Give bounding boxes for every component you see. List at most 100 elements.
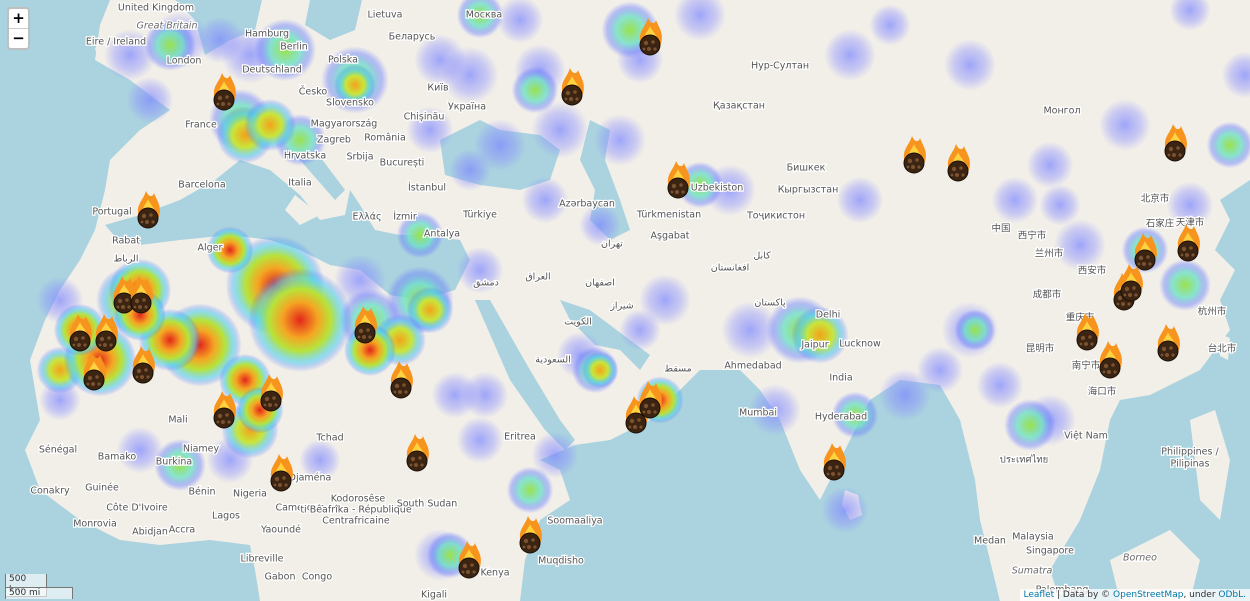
- place-label: 杭州市: [1198, 306, 1227, 318]
- heat-spot: [831, 391, 879, 439]
- place-label: Singapore: [1026, 546, 1074, 557]
- heat-spot: [824, 29, 876, 81]
- rock-spot: [642, 410, 646, 414]
- rock-spot: [1169, 346, 1173, 350]
- meteorite-marker[interactable]: [406, 434, 429, 472]
- rock-spot: [1124, 286, 1130, 292]
- meteorite-marker[interactable]: [213, 391, 236, 429]
- heat-spot: [991, 176, 1039, 224]
- rock-spot: [1148, 262, 1152, 266]
- meteorite-marker[interactable]: [1120, 264, 1143, 302]
- heat-spot: [869, 4, 911, 46]
- rock-spot: [653, 47, 657, 51]
- meteorite-marker[interactable]: [639, 18, 662, 56]
- rock: [639, 397, 661, 419]
- rock-spot: [103, 343, 107, 347]
- meteorite-marker[interactable]: [113, 276, 136, 314]
- rock: [1157, 340, 1179, 362]
- place-label: Hyderabad: [815, 412, 867, 423]
- place-label: Pilipinas: [1171, 459, 1210, 470]
- rock-spot: [86, 382, 90, 386]
- meteorite-marker[interactable]: [83, 353, 106, 391]
- meteorite-marker[interactable]: [561, 68, 584, 106]
- meteorite-marker[interactable]: [1099, 341, 1122, 379]
- place-label: Ελλάς: [352, 212, 381, 223]
- rock-spot: [670, 190, 674, 194]
- place-label: Antalya: [424, 229, 460, 240]
- rock-spot: [1168, 146, 1174, 152]
- zoom-in[interactable]: +: [9, 9, 28, 29]
- meteorite-marker[interactable]: [1157, 324, 1180, 362]
- heat-spot: [1054, 219, 1106, 271]
- scale-imperial: 500 mi: [5, 587, 73, 599]
- place-label: ประเทศไทย: [1000, 454, 1048, 466]
- meteorite-marker[interactable]: [823, 443, 846, 481]
- heat-spot: [721, 301, 779, 359]
- rock-spot: [216, 102, 220, 106]
- meteorite-marker[interactable]: [132, 346, 155, 384]
- meteorite-marker[interactable]: [137, 191, 160, 229]
- heat-spot: [244, 99, 296, 151]
- rock-spot: [91, 382, 95, 386]
- heat-spot: [619, 309, 661, 351]
- meteorite-marker[interactable]: [1164, 124, 1187, 162]
- rock-spot: [1121, 302, 1125, 306]
- rock-spot: [225, 413, 229, 417]
- meteorite-marker[interactable]: [1076, 313, 1099, 351]
- meteorite-marker[interactable]: [69, 314, 92, 352]
- heat-spot: [496, 0, 544, 44]
- meteorite-marker[interactable]: [639, 381, 662, 419]
- place-label: South Sudan: [397, 499, 458, 510]
- heat-spot: [944, 39, 996, 91]
- place-label: Україна: [448, 102, 486, 113]
- place-label: Hrvatska: [284, 151, 326, 162]
- meteorite-marker[interactable]: [519, 516, 542, 554]
- meteorite-marker[interactable]: [667, 161, 690, 199]
- meteorite-marker[interactable]: [458, 541, 481, 579]
- rock-spot: [146, 375, 150, 379]
- heat-spot: [334, 64, 376, 106]
- zoom-out[interactable]: −: [12, 29, 25, 47]
- meteorite-marker[interactable]: [903, 136, 926, 174]
- place-label: Delhi: [816, 310, 840, 321]
- rock-spot: [637, 418, 641, 422]
- meteorite-marker[interactable]: [95, 314, 118, 352]
- rock-spot: [83, 343, 87, 347]
- rock-spot: [1116, 302, 1120, 306]
- rock-spot: [472, 570, 476, 574]
- rock: [947, 160, 969, 182]
- meteorite-marker[interactable]: [354, 306, 377, 344]
- meteorite-marker[interactable]: [947, 144, 970, 182]
- rock-spot: [564, 97, 568, 101]
- place-labels: United Kingdom Great Britain Eire / Irelan…: [29, 1, 1238, 601]
- place-label: India: [829, 373, 852, 384]
- rock: [458, 557, 480, 579]
- meteorite-marker[interactable]: [270, 454, 293, 492]
- heat-spot: [206, 226, 254, 274]
- markers: [69, 18, 1200, 579]
- rock-spot: [117, 298, 123, 304]
- leaflet-link[interactable]: Leaflet: [1023, 590, 1055, 600]
- rock-spot: [133, 305, 137, 309]
- meteorite-marker[interactable]: [1177, 224, 1200, 262]
- place-label: Sénégal: [39, 445, 77, 456]
- osm-link[interactable]: OpenStreetMap: [1113, 590, 1184, 600]
- meteorite-marker[interactable]: [213, 73, 236, 111]
- rock-spot: [278, 483, 282, 487]
- place-label: Gabon: [264, 572, 295, 583]
- meteorite-marker[interactable]: [130, 276, 153, 314]
- heat-spot: [299, 439, 341, 481]
- meteorite-marker[interactable]: [390, 361, 413, 399]
- attribution: Leaflet | Data by © OpenStreetMap, under…: [1019, 589, 1250, 601]
- meteorite-marker[interactable]: [260, 374, 283, 412]
- rock-spot: [653, 410, 657, 414]
- place-label: 天津市: [1176, 217, 1205, 229]
- rock-spot: [116, 305, 120, 309]
- meteorite-marker[interactable]: [1134, 233, 1157, 271]
- rock-spot: [1178, 153, 1182, 157]
- place-label: Berlin: [280, 42, 308, 53]
- rock-spot: [95, 375, 99, 379]
- heat-spot: [1004, 399, 1056, 451]
- place-label: Accra: [169, 525, 196, 536]
- odbl-link[interactable]: ODbL.: [1218, 590, 1246, 600]
